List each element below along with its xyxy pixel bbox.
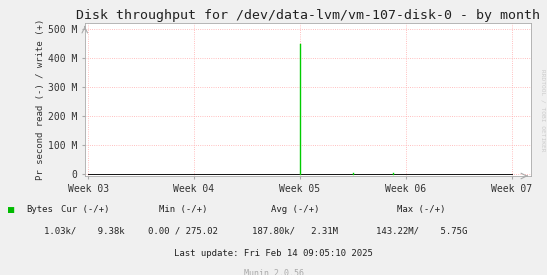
Title: Disk throughput for /dev/data-lvm/vm-107-disk-0 - by month: Disk throughput for /dev/data-lvm/vm-107…	[75, 9, 540, 22]
Text: Bytes: Bytes	[26, 205, 53, 214]
Text: Min (-/+): Min (-/+)	[159, 205, 207, 214]
Text: Cur (-/+): Cur (-/+)	[61, 205, 109, 214]
Text: 187.80k/   2.31M: 187.80k/ 2.31M	[252, 227, 339, 236]
Text: 1.03k/    9.38k: 1.03k/ 9.38k	[44, 227, 125, 236]
Text: RRDTOOL / TOBI OETIKER: RRDTOOL / TOBI OETIKER	[541, 69, 546, 151]
Text: 143.22M/    5.75G: 143.22M/ 5.75G	[375, 227, 467, 236]
Text: Avg (-/+): Avg (-/+)	[271, 205, 319, 214]
Text: 0.00 / 275.02: 0.00 / 275.02	[148, 227, 218, 236]
Text: Munin 2.0.56: Munin 2.0.56	[243, 270, 304, 275]
Text: ■: ■	[8, 205, 14, 215]
Text: Max (-/+): Max (-/+)	[397, 205, 445, 214]
Y-axis label: Pr second read (-) / write (+): Pr second read (-) / write (+)	[36, 19, 45, 180]
Text: Last update: Fri Feb 14 09:05:10 2025: Last update: Fri Feb 14 09:05:10 2025	[174, 249, 373, 258]
